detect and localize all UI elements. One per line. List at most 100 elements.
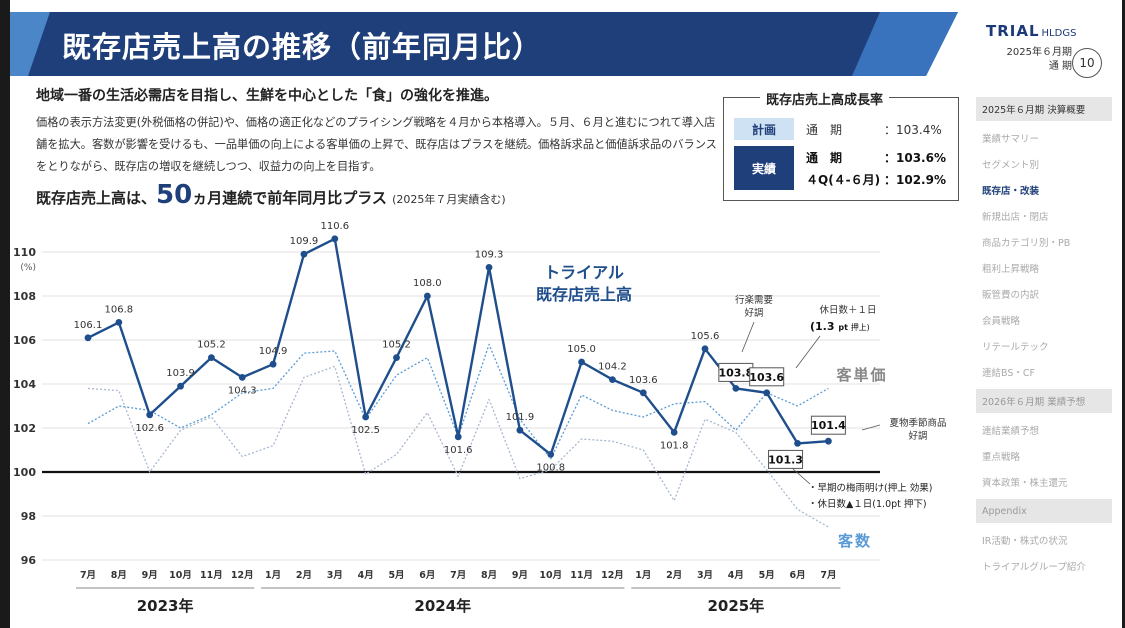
actual-period: 通 期 <box>806 151 843 165</box>
sidebar-item-fy2025-2[interactable]: 既存店・改装 <box>982 186 1040 197</box>
x-tick-label: 4月 <box>358 570 374 581</box>
year-label: 2023年 <box>137 597 194 615</box>
data-label: 101.8 <box>660 440 689 451</box>
q4-period: ４Q(４-６月) <box>806 173 881 187</box>
annotation-holiday-plus: 休日数＋１日 <box>819 304 876 316</box>
year-label: 2025年 <box>707 597 764 615</box>
data-label: 101.6 <box>444 445 473 456</box>
data-point <box>393 354 400 361</box>
annotation-leader <box>861 424 881 431</box>
x-tick-label: 3月 <box>697 570 713 581</box>
sidebar-item-fy2025-6[interactable]: 販管費の内訳 <box>982 290 1040 301</box>
annotation-holiday-minus: ・休日数▲１日(1.0pt 押下) <box>808 498 927 510</box>
plan-period: 通 期 <box>806 123 843 137</box>
x-tick-label: 2月 <box>296 570 312 581</box>
data-label: 100.8 <box>536 462 565 473</box>
growth-rate-box: 既存店売上高成長率 計画 通 期 ：103.4% 実績 通 期 ：103.6% … <box>723 89 959 201</box>
x-tick-label: 9月 <box>512 570 528 581</box>
series-name-price: 客単価 <box>835 366 887 384</box>
data-label-boxed: 101.3 <box>768 453 803 466</box>
sidebar-item-appendix-0[interactable]: IR活動・株式の状況 <box>982 536 1068 547</box>
annotation-summer: 夏物季節商品 <box>889 417 946 429</box>
data-point <box>485 264 493 271</box>
sidebar-item-fy2025-8[interactable]: リテールテック <box>982 342 1049 353</box>
sidebar-item-fy2025-0[interactable]: 業績サマリー <box>982 134 1040 145</box>
plan-value: ：103.4% <box>884 123 942 137</box>
data-point <box>609 376 616 383</box>
plan-tag: 計画 <box>734 118 794 140</box>
x-tick-label: 10月 <box>539 570 562 581</box>
series-line-1 <box>87 343 829 460</box>
page-number: 10 <box>1072 48 1102 78</box>
data-point <box>84 334 92 342</box>
year-label: 2024年 <box>414 597 471 615</box>
data-label: 105.0 <box>567 344 596 355</box>
data-label: 103.6 <box>629 375 658 386</box>
period-line1: 2025年６月期 <box>1006 47 1072 58</box>
sub-headline-pre: 既存店売上高は、 <box>36 189 157 207</box>
sidebar-list-appendix: IR活動・株式の状況トライアルグループ紹介 <box>976 527 1112 579</box>
sidebar-item-fy2026-1[interactable]: 重点戦略 <box>982 452 1021 463</box>
sidebar-item-fy2025-4[interactable]: 商品カテゴリ別・PB <box>982 238 1071 249</box>
x-tick-label: 9月 <box>142 570 158 581</box>
sidebar-item-fy2026-0[interactable]: 連結業績予想 <box>982 426 1040 437</box>
data-label: 101.9 <box>506 412 535 423</box>
logo-sub: HLDGS <box>1041 28 1077 39</box>
data-point <box>300 250 308 258</box>
x-tick-label: 1月 <box>265 570 281 581</box>
y-tick-label: 96 <box>21 554 37 567</box>
title-band: 既存店売上高の推移（前年同月比） <box>10 12 958 76</box>
data-point <box>362 413 370 421</box>
sidebar-item-fy2025-5[interactable]: 粗利上昇戦略 <box>982 264 1040 275</box>
annotation-rainy: ・早期の梅雨明け(押上 効果) <box>808 482 932 494</box>
data-label: 103.9 <box>166 368 195 379</box>
data-label: 105.2 <box>197 340 226 351</box>
growth-box-title: 既存店売上高成長率 <box>760 89 890 108</box>
sidebar-item-fy2025-9[interactable]: 連結BS・CF <box>982 368 1035 379</box>
data-label: 104.9 <box>259 346 288 357</box>
x-tick-label: 6月 <box>789 570 805 581</box>
data-point <box>238 374 246 381</box>
period-line2: 通 期 <box>1048 61 1072 72</box>
series-name-sales-2: 既存店売上高 <box>536 285 632 304</box>
data-label: 106.1 <box>74 320 103 331</box>
series-name-customers: 客数 <box>837 532 872 550</box>
x-tick-label: 8月 <box>111 570 127 581</box>
headline: 地域一番の生活必需店を目指し、生鮮を中心とした「食」の強化を推進。 <box>36 88 498 104</box>
company-logo: TRIAL HLDGS <box>986 22 1076 40</box>
data-label: 104.3 <box>228 385 257 396</box>
y-tick-label: 102 <box>13 422 36 435</box>
x-tick-label: 11月 <box>570 570 593 581</box>
annotation-gyoraku: 行楽需要 <box>735 294 773 306</box>
sidebar-item-fy2025-1[interactable]: セグメント別 <box>982 160 1040 171</box>
sidebar-section-fy2026: 2026年６月期 業績予想 <box>976 389 1112 413</box>
data-point <box>639 389 647 397</box>
data-point <box>177 382 184 390</box>
sidebar-item-appendix-1[interactable]: トライアルグループ紹介 <box>982 562 1086 573</box>
sub-headline-note: (2025年７月実績含む) <box>392 193 506 206</box>
logo-brand: TRIAL <box>986 22 1040 40</box>
data-point <box>115 319 123 326</box>
actual-value: ：103.6% <box>884 151 946 165</box>
x-tick-label: 2月 <box>666 570 682 581</box>
boxed-label-frame <box>768 449 804 469</box>
annotation-leader <box>791 467 811 485</box>
data-label: 110.6 <box>320 221 349 232</box>
x-tick-label: 5月 <box>388 570 404 581</box>
sub-headline-count: 50 <box>156 180 193 210</box>
x-tick-label: 1月 <box>635 570 651 581</box>
annotation-leader <box>795 335 821 369</box>
sidebar-item-fy2025-7[interactable]: 会員戦略 <box>982 316 1021 327</box>
y-tick-label: 104 <box>13 378 36 391</box>
series-name-sales-1: トライアル <box>544 263 624 282</box>
sales-chart: 96 98 100 102 104 106 108 110 (%) 7月 8月 9月 10月 11月 12月… <box>13 221 946 615</box>
x-tick-label: 6月 <box>419 570 435 581</box>
actual-tag: 実績 <box>734 146 794 190</box>
sidebar-item-fy2025-3[interactable]: 新規出店・閉店 <box>982 212 1049 223</box>
annotation-summer: 好調 <box>908 430 927 442</box>
x-tick-label: 12月 <box>231 570 254 581</box>
data-label-boxed: 103.6 <box>749 371 784 384</box>
title-band-shape <box>10 12 958 76</box>
sidebar-item-fy2026-2[interactable]: 資本政策・株主還元 <box>982 478 1068 489</box>
data-point <box>732 385 740 392</box>
